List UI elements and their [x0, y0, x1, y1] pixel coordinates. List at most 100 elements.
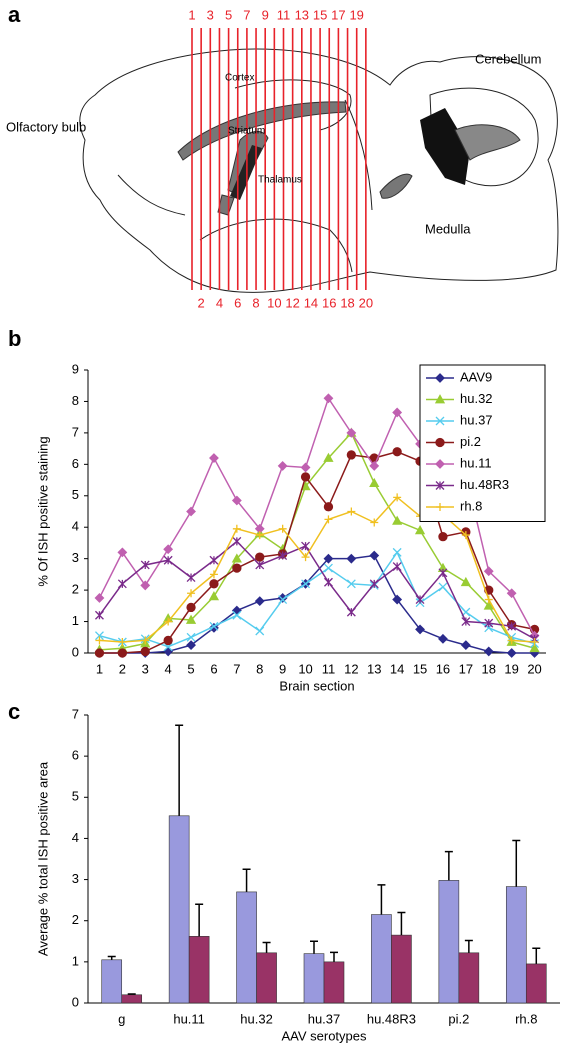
- marker: [461, 531, 470, 540]
- legend-marker: [436, 503, 444, 511]
- y-axis-label: % Of ISH positive staining: [35, 436, 50, 586]
- x-tick-label: 3: [142, 661, 149, 676]
- marker: [346, 579, 356, 589]
- marker: [346, 427, 357, 438]
- x-axis-label: AAV serotypes: [281, 1028, 367, 1043]
- marker: [506, 588, 517, 599]
- marker: [117, 547, 128, 558]
- section-number: 2: [198, 295, 205, 310]
- x-tick-label: pi.2: [448, 1011, 469, 1026]
- bar: [525, 963, 547, 1004]
- bar: [256, 952, 277, 1004]
- y-tick-label: 2: [72, 582, 79, 597]
- error-bar: [377, 884, 386, 915]
- y-tick-label: 0: [72, 994, 79, 1009]
- x-tick-label: hu.48R3: [367, 1011, 416, 1026]
- marker: [163, 635, 173, 646]
- x-tick-label: 9: [279, 661, 286, 676]
- marker: [208, 591, 220, 601]
- error-bar: [262, 941, 271, 953]
- bar: [438, 880, 460, 1004]
- y-tick-label: 5: [72, 789, 79, 804]
- y-tick-label: 8: [72, 393, 79, 408]
- marker: [369, 477, 380, 488]
- y-tick-label: 2: [72, 912, 79, 927]
- marker: [506, 648, 517, 658]
- error-bar: [532, 947, 541, 964]
- y-tick-label: 4: [72, 519, 79, 534]
- series-line: [98, 540, 535, 640]
- bar: [505, 886, 527, 1004]
- marker: [232, 610, 242, 620]
- section-number: 4: [216, 295, 223, 310]
- x-tick-label: g: [118, 1011, 125, 1026]
- series-line: [99, 496, 535, 643]
- marker: [301, 553, 310, 562]
- x-axis-label: Brain section: [279, 678, 354, 693]
- marker: [186, 602, 196, 613]
- error-bar: [175, 724, 184, 816]
- marker: [507, 636, 516, 645]
- marker: [530, 637, 539, 646]
- section-number: 10: [267, 295, 281, 310]
- section-number: 5: [225, 7, 232, 22]
- marker: [323, 553, 334, 564]
- section-number: 11: [277, 7, 291, 22]
- legend-label: hu.11: [460, 455, 492, 470]
- marker: [392, 594, 403, 605]
- x-tick-label: 11: [322, 661, 336, 676]
- bar: [168, 815, 190, 1004]
- section-number: 7: [243, 7, 250, 22]
- section-number: 3: [207, 7, 214, 22]
- bar: [121, 994, 143, 1004]
- marker: [346, 607, 356, 617]
- legend-label: hu.32: [460, 391, 493, 406]
- x-tick-label: rh.8: [515, 1011, 537, 1026]
- legend-label: hu.37: [460, 412, 493, 427]
- y-tick-label: 3: [72, 550, 79, 565]
- marker: [231, 495, 242, 506]
- x-tick-label: 14: [390, 661, 404, 676]
- region-label: Olfactory bulb: [6, 119, 86, 134]
- legend-marker: [434, 394, 446, 404]
- x-tick-label: hu.37: [308, 1011, 341, 1026]
- section-number: 8: [252, 295, 259, 310]
- region-label: Cerebellum: [475, 51, 541, 66]
- y-axis-label: Average % total ISH positive area: [35, 761, 50, 956]
- marker: [460, 640, 471, 651]
- marker: [187, 589, 196, 598]
- marker: [300, 462, 311, 473]
- marker: [118, 637, 127, 646]
- marker: [186, 506, 196, 517]
- x-tick-label: 12: [344, 661, 358, 676]
- bar: [371, 914, 392, 1004]
- marker: [278, 595, 288, 605]
- y-tick-label: 5: [72, 487, 79, 502]
- x-tick-label: hu.32: [240, 1011, 273, 1026]
- region-label: Cortex: [225, 73, 254, 84]
- marker: [95, 636, 104, 645]
- marker: [117, 648, 128, 658]
- brain-outline: [79, 48, 559, 293]
- error-bar: [127, 993, 136, 995]
- marker: [323, 393, 334, 404]
- region-label: Thalamus: [258, 175, 302, 186]
- section-number: 12: [285, 295, 299, 310]
- x-tick-label: 20: [527, 661, 541, 676]
- marker: [255, 560, 265, 570]
- marker: [369, 550, 380, 561]
- marker: [438, 633, 448, 644]
- x-tick-label: 7: [233, 661, 240, 676]
- legend-marker: [435, 481, 445, 490]
- marker: [438, 568, 448, 578]
- marker: [163, 544, 174, 555]
- marker: [392, 407, 403, 418]
- x-tick-label: 16: [436, 661, 450, 676]
- x-tick-label: 18: [482, 661, 496, 676]
- section-number: 16: [322, 295, 336, 310]
- marker: [185, 614, 197, 624]
- marker: [461, 617, 471, 627]
- error-bar: [512, 839, 521, 887]
